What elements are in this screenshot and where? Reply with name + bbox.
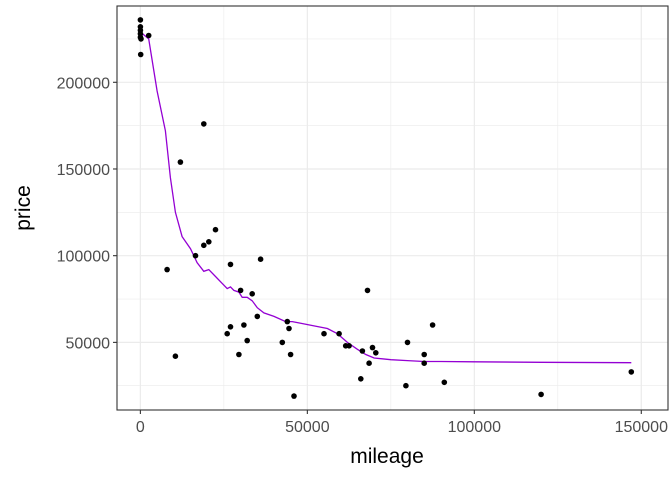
smooth-trend-line <box>139 31 632 364</box>
data-point <box>254 313 261 320</box>
data-point <box>164 266 170 273</box>
x-axis-title: mileage <box>350 445 424 468</box>
data-point <box>137 51 144 58</box>
data-point <box>364 287 371 294</box>
x-tick-label: 100000 <box>448 419 501 436</box>
data-point <box>227 324 234 330</box>
data-point <box>336 330 342 337</box>
data-points <box>137 17 635 399</box>
data-point <box>206 239 212 245</box>
data-point <box>429 322 436 328</box>
data-point <box>287 351 294 358</box>
data-point <box>321 330 327 337</box>
data-point <box>192 252 199 259</box>
data-point <box>403 382 409 389</box>
data-point <box>257 256 264 263</box>
data-point <box>358 376 364 382</box>
data-point <box>441 379 448 386</box>
data-point <box>145 32 152 39</box>
data-point <box>366 360 372 367</box>
data-point <box>237 287 244 294</box>
y-tick-label: 200000 <box>57 75 110 92</box>
data-point <box>421 360 428 367</box>
data-point <box>201 121 207 127</box>
y-tick-label: 100000 <box>57 249 110 266</box>
data-point <box>538 391 544 398</box>
data-point <box>177 159 184 165</box>
data-point <box>286 325 292 332</box>
data-point <box>279 339 286 346</box>
y-tick-label: 50000 <box>66 335 111 352</box>
data-point <box>241 322 247 328</box>
data-point <box>291 393 297 399</box>
y-tick-label: 150000 <box>57 162 110 179</box>
data-point <box>369 344 376 351</box>
data-point <box>227 261 234 268</box>
y-axis-ticks: 50000 100000 150000 200000 <box>57 75 117 352</box>
data-point <box>421 351 428 358</box>
data-point <box>373 350 379 356</box>
data-point <box>249 291 255 297</box>
major-gridlines <box>117 6 668 410</box>
y-axis-title: price <box>12 185 35 231</box>
data-point <box>404 339 411 346</box>
data-point <box>224 330 230 337</box>
data-point <box>172 353 179 360</box>
smooth-line-layer <box>139 31 632 364</box>
x-tick-label: 50000 <box>285 419 330 436</box>
data-point <box>137 17 144 23</box>
plot-panel-background <box>117 6 668 410</box>
x-axis-ticks: 0 50000 100000 150000 <box>136 410 668 436</box>
data-point <box>628 369 635 375</box>
data-point <box>138 36 144 42</box>
data-point <box>284 318 291 325</box>
data-point <box>201 242 207 249</box>
x-tick-label: 150000 <box>615 419 668 436</box>
x-tick-label: 0 <box>136 419 145 436</box>
data-point <box>359 348 366 354</box>
plot-panel-border <box>116 5 669 411</box>
data-point <box>244 337 250 344</box>
minor-gridlines <box>117 6 668 410</box>
data-point <box>212 226 219 233</box>
data-point <box>346 343 352 349</box>
data-point <box>236 351 242 358</box>
